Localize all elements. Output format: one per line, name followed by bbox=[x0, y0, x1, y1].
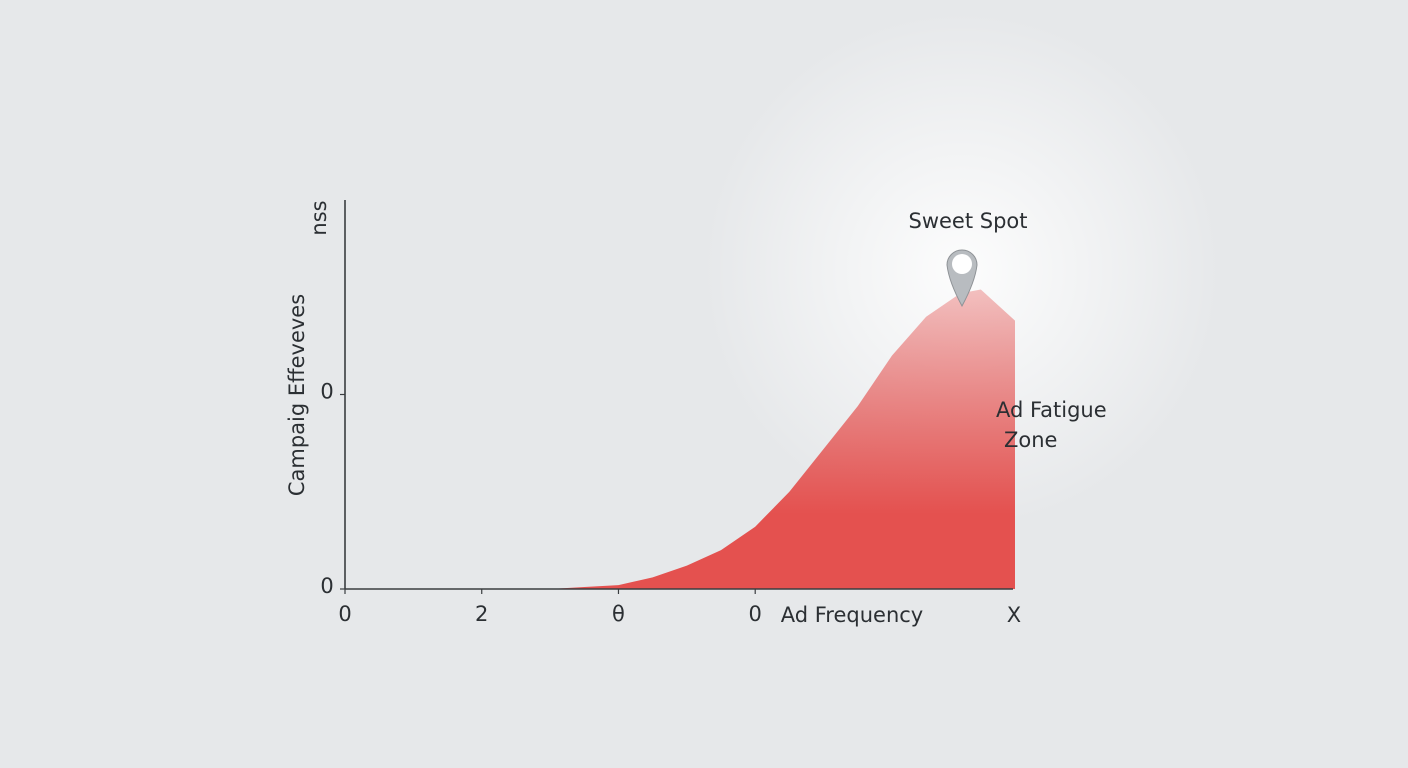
plot-area bbox=[345, 289, 1015, 589]
x-axis-label: Ad Frequency bbox=[781, 603, 924, 627]
area bbox=[345, 289, 1015, 589]
x-tick-label: 2 bbox=[475, 602, 488, 626]
y-axis-label: Campaig Effeveves bbox=[285, 294, 309, 496]
x-tick-label: 0 bbox=[338, 602, 351, 626]
y-tick-label: 0 bbox=[320, 574, 333, 598]
y-tick-label: 0 bbox=[320, 380, 333, 404]
annotation: Ad Fatigue bbox=[996, 398, 1107, 422]
y-axis-top-label: nss bbox=[307, 200, 331, 235]
x-tick-label: θ bbox=[612, 602, 625, 626]
x-tick-label: 0 bbox=[749, 602, 762, 626]
pin bbox=[946, 249, 978, 308]
annotation: Sweet Spot bbox=[909, 209, 1028, 233]
annotation: Zone bbox=[1004, 428, 1057, 452]
x-axis-end-label: X bbox=[1007, 603, 1021, 627]
